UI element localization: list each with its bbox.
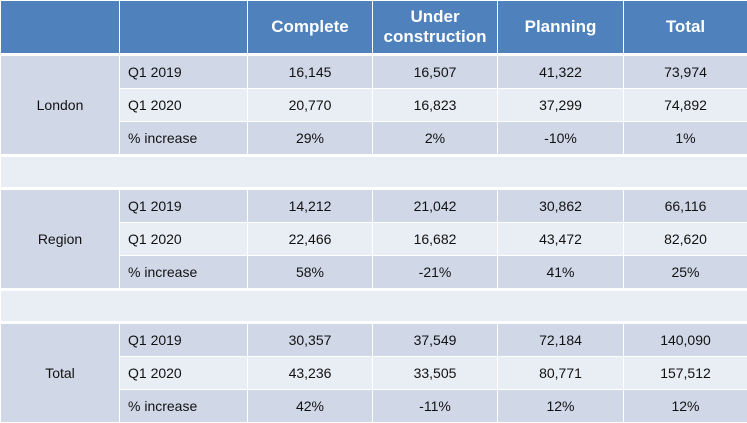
value-cell: 58% xyxy=(248,256,373,290)
row-label: Q1 2020 xyxy=(120,357,248,390)
row-label: Q1 2019 xyxy=(120,55,248,89)
value-cell: 43,236 xyxy=(248,357,373,390)
value-cell: 12% xyxy=(624,390,747,423)
header-under-construction: Under construction xyxy=(373,1,498,55)
row-label: % increase xyxy=(120,256,248,290)
value-cell: 16,145 xyxy=(248,55,373,89)
value-cell: 37,549 xyxy=(373,323,498,357)
group-label: Region xyxy=(1,189,120,290)
spacer-row xyxy=(1,290,747,323)
row-label: Q1 2019 xyxy=(120,323,248,357)
value-cell: 72,184 xyxy=(498,323,624,357)
value-cell: 42% xyxy=(248,390,373,423)
row-label: % increase xyxy=(120,122,248,156)
row-label: Q1 2020 xyxy=(120,223,248,256)
value-cell: 22,466 xyxy=(248,223,373,256)
value-cell: 33,505 xyxy=(373,357,498,390)
value-cell: 2% xyxy=(373,122,498,156)
value-cell: 41% xyxy=(498,256,624,290)
value-cell: 1% xyxy=(624,122,747,156)
header-row: Complete Under construction Planning Tot… xyxy=(1,1,747,55)
value-cell: 80,771 xyxy=(498,357,624,390)
value-cell: 21,042 xyxy=(373,189,498,223)
header-cell xyxy=(120,1,248,55)
value-cell: 12% xyxy=(498,390,624,423)
value-cell: 29% xyxy=(248,122,373,156)
value-cell: 16,682 xyxy=(373,223,498,256)
row-label: Q1 2019 xyxy=(120,189,248,223)
spacer-row xyxy=(1,156,747,189)
value-cell: 140,090 xyxy=(624,323,747,357)
value-cell: 37,299 xyxy=(498,89,624,122)
header-planning: Planning xyxy=(498,1,624,55)
row-label: Q1 2020 xyxy=(120,89,248,122)
value-cell: 43,472 xyxy=(498,223,624,256)
value-cell: 16,823 xyxy=(373,89,498,122)
value-cell: -11% xyxy=(373,390,498,423)
value-cell: 82,620 xyxy=(624,223,747,256)
header-total: Total xyxy=(624,1,747,55)
value-cell: 66,116 xyxy=(624,189,747,223)
value-cell: -21% xyxy=(373,256,498,290)
header-complete: Complete xyxy=(248,1,373,55)
value-cell: 14,212 xyxy=(248,189,373,223)
value-cell: 73,974 xyxy=(624,55,747,89)
header-cell xyxy=(1,1,120,55)
group-label: Total xyxy=(1,323,120,423)
value-cell: 30,357 xyxy=(248,323,373,357)
spacer-cell xyxy=(1,156,747,189)
value-cell: 25% xyxy=(624,256,747,290)
row-label: % increase xyxy=(120,390,248,423)
spacer-cell xyxy=(1,290,747,323)
group-label: London xyxy=(1,55,120,156)
value-cell: 30,862 xyxy=(498,189,624,223)
value-cell: 41,322 xyxy=(498,55,624,89)
value-cell: 20,770 xyxy=(248,89,373,122)
value-cell: 16,507 xyxy=(373,55,498,89)
value-cell: 74,892 xyxy=(624,89,747,122)
value-cell: 157,512 xyxy=(624,357,747,390)
value-cell: -10% xyxy=(498,122,624,156)
